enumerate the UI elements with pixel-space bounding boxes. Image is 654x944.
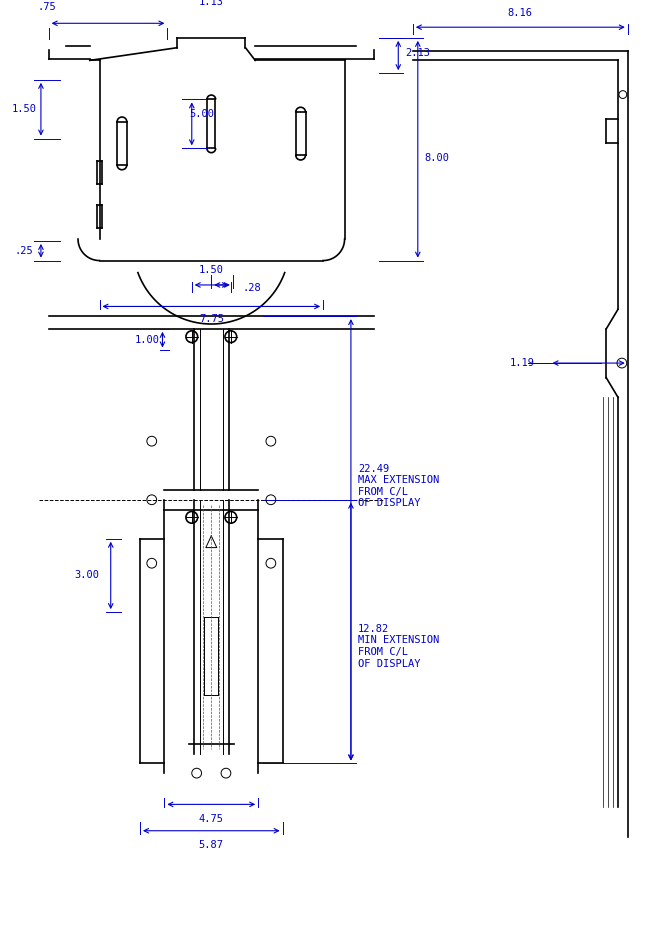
Text: .25: .25 — [15, 245, 34, 256]
Text: 5.87: 5.87 — [199, 839, 224, 850]
Text: 8.00: 8.00 — [424, 153, 450, 163]
Text: 1.50: 1.50 — [199, 265, 224, 276]
Text: 1.19: 1.19 — [510, 358, 535, 368]
Text: 4.75: 4.75 — [199, 814, 224, 824]
Text: 2.13: 2.13 — [405, 47, 430, 58]
Text: 1.00: 1.00 — [134, 334, 160, 345]
Text: 3.00: 3.00 — [74, 570, 99, 580]
Text: .75: .75 — [37, 2, 56, 11]
Text: 12.82
MIN EXTENSION
FROM C/L
OF DISPLAY: 12.82 MIN EXTENSION FROM C/L OF DISPLAY — [358, 624, 439, 668]
Text: 7.75: 7.75 — [199, 314, 224, 324]
Text: 22.49
MAX EXTENSION
FROM C/L
OF DISPLAY: 22.49 MAX EXTENSION FROM C/L OF DISPLAY — [358, 464, 439, 509]
Text: 1.50: 1.50 — [12, 104, 37, 114]
Text: 8.16: 8.16 — [508, 8, 533, 19]
Text: .28: .28 — [243, 283, 262, 293]
Text: 5.00: 5.00 — [189, 110, 214, 119]
Text: 1.13: 1.13 — [199, 0, 224, 7]
